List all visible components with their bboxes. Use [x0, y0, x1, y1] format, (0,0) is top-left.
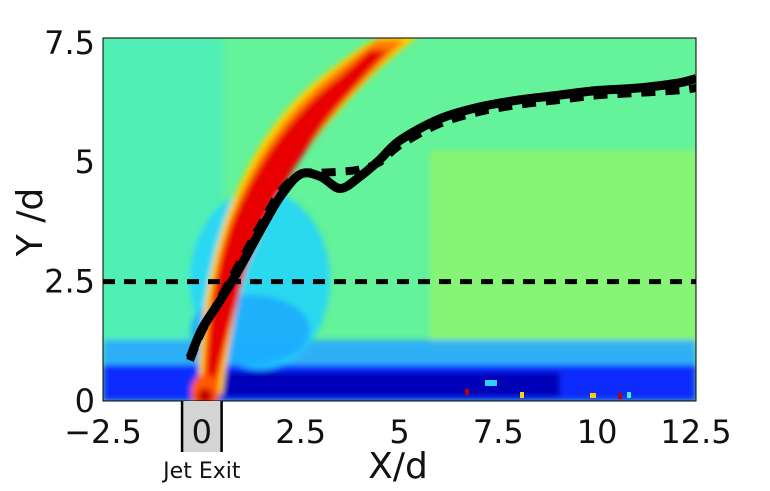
y-tick-label: 7.5	[44, 24, 95, 62]
x-tick-label: 5	[389, 413, 409, 451]
y-axis-label: Y /d	[10, 188, 51, 257]
x-tick-label: −2.5	[64, 413, 142, 451]
x-axis-label: X/d	[368, 446, 428, 487]
trajectory-lines	[103, 74, 696, 362]
x-tick-label: 0	[192, 413, 212, 451]
y-tick-label: 5	[75, 143, 95, 181]
jet-exit-label: Jet Exit	[161, 459, 241, 484]
y-tick-label: 2.5	[44, 263, 95, 301]
plot-area	[103, 38, 696, 401]
axes-frame	[102, 37, 697, 402]
y-tick-label: 0	[75, 382, 95, 420]
series-line-dashed	[186, 84, 696, 362]
x-tick-labels: −2.5 0 2.5 5 7.5 10 12.5	[64, 413, 731, 451]
y-tick-labels: 0 2.5 5 7.5	[44, 24, 95, 420]
x-tick-label: 7.5	[473, 413, 524, 451]
wall-specks	[465, 380, 631, 399]
x-tick-label: 2.5	[275, 413, 326, 451]
jet-exit-box	[182, 401, 222, 452]
jet-exit-marker	[180, 401, 223, 452]
x-tick-label: 10	[577, 413, 618, 451]
x-tick-label: 12.5	[660, 413, 731, 451]
heatmap-field	[103, 38, 696, 401]
